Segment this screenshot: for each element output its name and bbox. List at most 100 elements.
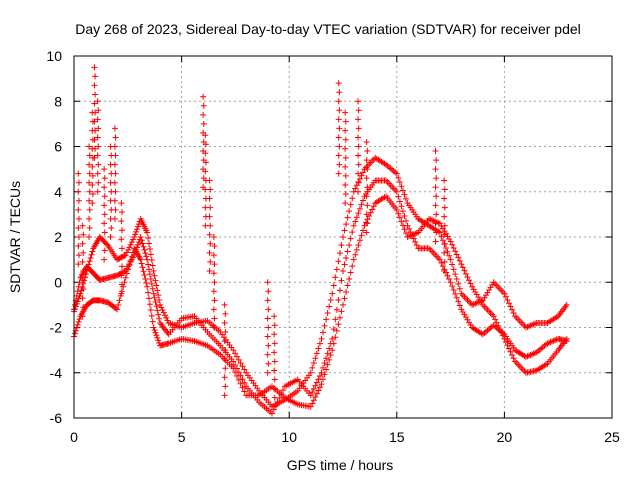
- data-point: [399, 187, 406, 194]
- data-point: [160, 309, 167, 316]
- data-point: [324, 309, 331, 316]
- data-point: [342, 191, 349, 198]
- data-point: [101, 202, 108, 209]
- data-point: [86, 161, 93, 168]
- data-point: [156, 315, 163, 322]
- data-point: [324, 361, 331, 368]
- y-tick-label: 0: [54, 274, 62, 290]
- data-point: [321, 371, 328, 378]
- data-point: [154, 307, 161, 314]
- data-point: [79, 313, 86, 320]
- y-tick-label: -4: [50, 365, 63, 381]
- data-point: [230, 365, 237, 372]
- data-point: [92, 73, 99, 80]
- data-point: [432, 202, 439, 209]
- data-point: [330, 340, 337, 347]
- data-point: [241, 379, 248, 386]
- data-point: [155, 337, 162, 344]
- data-point: [452, 248, 459, 255]
- data-point: [335, 152, 342, 159]
- data-point: [456, 285, 463, 292]
- data-point: [396, 198, 403, 205]
- data-point: [71, 301, 78, 308]
- data-points: [71, 64, 570, 417]
- data-point: [79, 295, 86, 302]
- data-point: [147, 307, 154, 314]
- data-point: [88, 251, 95, 258]
- data-point: [151, 272, 158, 279]
- data-point: [432, 238, 439, 245]
- data-point: [241, 388, 248, 395]
- data-point: [563, 301, 570, 308]
- data-point: [318, 369, 325, 376]
- data-point: [149, 318, 156, 325]
- data-point: [75, 283, 82, 290]
- data-point: [86, 143, 93, 150]
- data-point: [206, 177, 213, 184]
- data-point: [264, 279, 271, 286]
- data-point: [265, 306, 272, 313]
- data-point: [80, 267, 87, 274]
- data-point: [146, 266, 153, 273]
- data-point: [222, 329, 229, 336]
- data-point: [131, 234, 138, 240]
- data-point: [335, 321, 342, 328]
- data-point: [369, 206, 376, 213]
- data-point: [134, 223, 141, 230]
- data-point: [164, 317, 171, 324]
- data-point: [271, 394, 278, 401]
- data-point: [441, 213, 448, 220]
- data-point: [123, 270, 130, 277]
- data-point: [349, 195, 356, 202]
- series-track-b: [71, 177, 570, 417]
- data-point: [450, 287, 457, 294]
- data-point: [329, 290, 336, 297]
- data-point: [128, 239, 135, 246]
- data-point: [80, 286, 87, 293]
- data-point: [504, 342, 511, 349]
- data-point: [89, 191, 96, 198]
- data-point: [140, 243, 147, 250]
- data-point: [464, 274, 471, 281]
- data-point: [355, 116, 362, 123]
- data-point: [239, 376, 246, 383]
- data-point: [271, 385, 278, 392]
- data-point: [363, 211, 370, 218]
- data-point: [510, 355, 517, 362]
- data-point: [118, 218, 125, 225]
- data-point: [79, 240, 86, 247]
- data-point: [355, 152, 362, 159]
- data-point: [149, 262, 156, 269]
- data-point: [447, 279, 454, 286]
- data-point: [145, 261, 152, 268]
- data-point: [343, 255, 350, 262]
- data-point: [333, 306, 340, 313]
- data-point: [264, 351, 271, 358]
- data-point: [396, 214, 403, 221]
- data-point: [75, 243, 82, 250]
- data-point: [122, 252, 129, 259]
- data-point: [346, 242, 353, 249]
- data-point: [200, 120, 207, 127]
- data-point: [158, 304, 165, 311]
- data-point: [358, 232, 365, 239]
- data-point: [239, 363, 246, 370]
- data-point: [453, 294, 460, 301]
- data-point: [125, 266, 132, 273]
- data-point: [332, 274, 339, 281]
- data-point: [94, 188, 101, 195]
- data-point: [137, 234, 144, 240]
- data-point: [80, 231, 87, 238]
- data-point: [335, 297, 342, 304]
- data-point: [342, 109, 349, 116]
- data-point: [441, 177, 448, 184]
- data-point: [364, 184, 371, 191]
- data-point: [94, 170, 101, 177]
- data-point: [202, 141, 209, 148]
- data-point: [237, 380, 244, 387]
- data-point: [336, 143, 343, 150]
- data-point: [143, 253, 150, 260]
- data-point: [403, 217, 410, 224]
- data-point: [74, 288, 81, 295]
- data-point: [141, 246, 148, 253]
